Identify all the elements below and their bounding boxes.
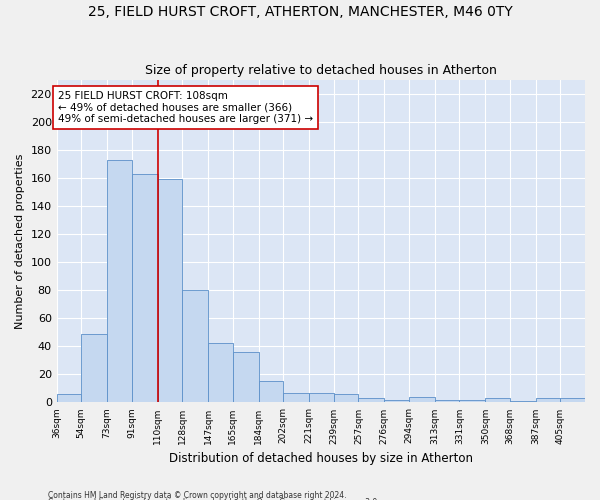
Text: Contains public sector information licensed under the Open Government Licence v3: Contains public sector information licen…: [48, 498, 380, 500]
Text: 25 FIELD HURST CROFT: 108sqm
← 49% of detached houses are smaller (366)
49% of s: 25 FIELD HURST CROFT: 108sqm ← 49% of de…: [58, 91, 313, 124]
Bar: [259, 382, 283, 402]
Bar: [107, 160, 132, 402]
X-axis label: Distribution of detached houses by size in Atherton: Distribution of detached houses by size …: [169, 452, 473, 465]
Bar: [358, 398, 385, 402]
Bar: [233, 352, 259, 403]
Bar: [510, 401, 536, 402]
Y-axis label: Number of detached properties: Number of detached properties: [15, 154, 25, 328]
Bar: [81, 334, 107, 402]
Bar: [309, 392, 334, 402]
Title: Size of property relative to detached houses in Atherton: Size of property relative to detached ho…: [145, 64, 497, 77]
Bar: [334, 394, 358, 402]
Bar: [460, 400, 485, 402]
Bar: [56, 394, 81, 402]
Bar: [560, 398, 585, 402]
Bar: [158, 179, 182, 402]
Bar: [208, 344, 233, 402]
Bar: [435, 400, 460, 402]
Bar: [283, 392, 309, 402]
Bar: [409, 397, 435, 402]
Bar: [182, 290, 208, 403]
Bar: [485, 398, 510, 402]
Bar: [536, 398, 560, 402]
Text: 25, FIELD HURST CROFT, ATHERTON, MANCHESTER, M46 0TY: 25, FIELD HURST CROFT, ATHERTON, MANCHES…: [88, 5, 512, 19]
Bar: [132, 174, 158, 402]
Bar: [385, 400, 409, 402]
Text: Contains HM Land Registry data © Crown copyright and database right 2024.: Contains HM Land Registry data © Crown c…: [48, 490, 347, 500]
